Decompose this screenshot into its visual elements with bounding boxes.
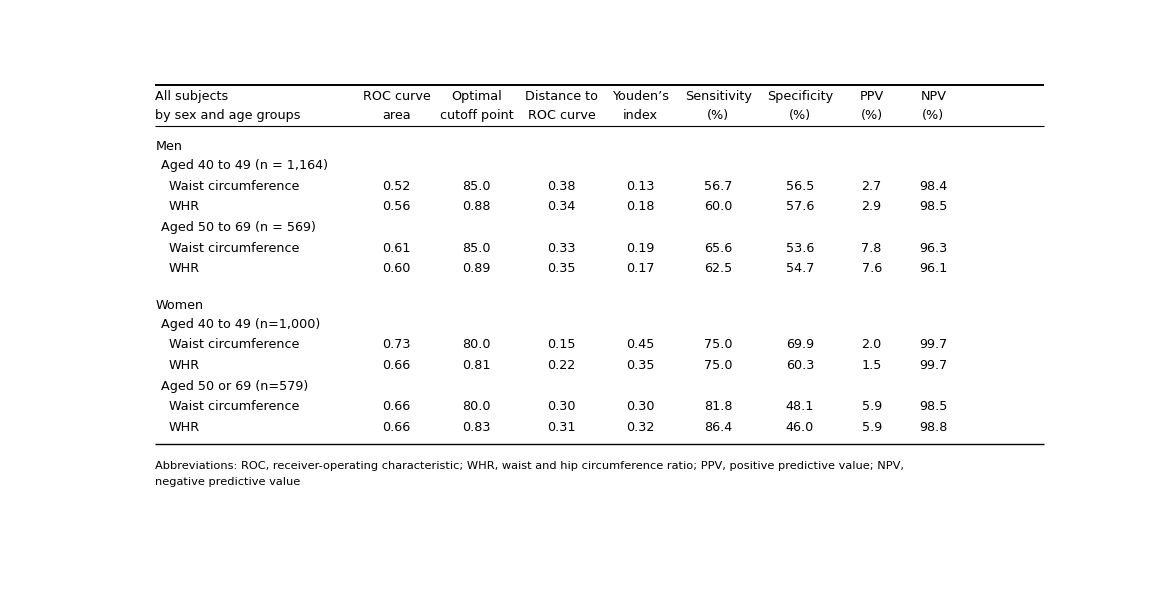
Text: 98.4: 98.4: [920, 180, 948, 193]
Text: 46.0: 46.0: [786, 421, 814, 434]
Text: NPV: NPV: [921, 90, 947, 103]
Text: 96.3: 96.3: [920, 242, 948, 255]
Text: 0.30: 0.30: [626, 400, 655, 413]
Text: 0.31: 0.31: [548, 421, 576, 434]
Text: 85.0: 85.0: [462, 180, 491, 193]
Text: WHR: WHR: [168, 201, 200, 214]
Text: 69.9: 69.9: [786, 339, 814, 352]
Text: Men: Men: [156, 140, 183, 153]
Text: 60.0: 60.0: [704, 201, 732, 214]
Text: 0.17: 0.17: [626, 262, 655, 275]
Text: WHR: WHR: [168, 421, 200, 434]
Text: 0.81: 0.81: [462, 359, 491, 372]
Text: (%): (%): [789, 109, 811, 122]
Text: 75.0: 75.0: [704, 359, 732, 372]
Text: 0.13: 0.13: [626, 180, 655, 193]
Text: 0.35: 0.35: [548, 262, 576, 275]
Text: 0.30: 0.30: [548, 400, 576, 413]
Text: 48.1: 48.1: [786, 400, 814, 413]
Text: 0.60: 0.60: [383, 262, 411, 275]
Text: 75.0: 75.0: [704, 339, 732, 352]
Text: cutoff point: cutoff point: [440, 109, 514, 122]
Text: Waist circumference: Waist circumference: [168, 242, 300, 255]
Text: (%): (%): [861, 109, 882, 122]
Text: 0.56: 0.56: [383, 201, 411, 214]
Text: Waist circumference: Waist circumference: [168, 339, 300, 352]
Text: 62.5: 62.5: [704, 262, 732, 275]
Text: 60.3: 60.3: [786, 359, 814, 372]
Text: 56.5: 56.5: [786, 180, 814, 193]
Text: 0.38: 0.38: [548, 180, 576, 193]
Text: 0.83: 0.83: [462, 421, 491, 434]
Text: PPV: PPV: [860, 90, 883, 103]
Text: 57.6: 57.6: [786, 201, 814, 214]
Text: Optimal: Optimal: [452, 90, 502, 103]
Text: 99.7: 99.7: [920, 359, 948, 372]
Text: Aged 50 to 69 (n = 569): Aged 50 to 69 (n = 569): [160, 221, 316, 234]
Text: 0.52: 0.52: [383, 180, 411, 193]
Text: 2.9: 2.9: [861, 201, 882, 214]
Text: Waist circumference: Waist circumference: [168, 180, 300, 193]
Text: Specificity: Specificity: [768, 90, 833, 103]
Text: 0.66: 0.66: [383, 421, 411, 434]
Text: 99.7: 99.7: [920, 339, 948, 352]
Text: Aged 40 to 49 (n=1,000): Aged 40 to 49 (n=1,000): [160, 318, 321, 331]
Text: Waist circumference: Waist circumference: [168, 400, 300, 413]
Text: 65.6: 65.6: [704, 242, 732, 255]
Text: 0.32: 0.32: [626, 421, 655, 434]
Text: 98.8: 98.8: [920, 421, 948, 434]
Text: 54.7: 54.7: [786, 262, 814, 275]
Text: 98.5: 98.5: [920, 400, 948, 413]
Text: WHR: WHR: [168, 262, 200, 275]
Text: 0.66: 0.66: [383, 359, 411, 372]
Text: 96.1: 96.1: [920, 262, 948, 275]
Text: 2.0: 2.0: [861, 339, 882, 352]
Text: 0.15: 0.15: [548, 339, 576, 352]
Text: Women: Women: [156, 299, 204, 312]
Text: (%): (%): [708, 109, 729, 122]
Text: ROC curve: ROC curve: [363, 90, 431, 103]
Text: 0.89: 0.89: [462, 262, 491, 275]
Text: 5.9: 5.9: [861, 421, 882, 434]
Text: negative predictive value: negative predictive value: [156, 477, 301, 487]
Text: 2.7: 2.7: [861, 180, 882, 193]
Text: 80.0: 80.0: [462, 400, 491, 413]
Text: 86.4: 86.4: [704, 421, 732, 434]
Text: Youden’s: Youden’s: [612, 90, 669, 103]
Text: index: index: [622, 109, 658, 122]
Text: 0.73: 0.73: [383, 339, 411, 352]
Text: 0.61: 0.61: [383, 242, 411, 255]
Text: ROC curve: ROC curve: [528, 109, 596, 122]
Text: 5.9: 5.9: [861, 400, 882, 413]
Text: 0.33: 0.33: [548, 242, 576, 255]
Text: All subjects: All subjects: [156, 90, 228, 103]
Text: WHR: WHR: [168, 359, 200, 372]
Text: Aged 50 or 69 (n=579): Aged 50 or 69 (n=579): [160, 379, 308, 392]
Text: 98.5: 98.5: [920, 201, 948, 214]
Text: 0.22: 0.22: [548, 359, 576, 372]
Text: (%): (%): [922, 109, 944, 122]
Text: Aged 40 to 49 (n = 1,164): Aged 40 to 49 (n = 1,164): [160, 159, 328, 172]
Text: 85.0: 85.0: [462, 242, 491, 255]
Text: 1.5: 1.5: [861, 359, 882, 372]
Text: 0.34: 0.34: [548, 201, 576, 214]
Text: area: area: [383, 109, 411, 122]
Text: 0.19: 0.19: [626, 242, 655, 255]
Text: 0.35: 0.35: [626, 359, 655, 372]
Text: 7.8: 7.8: [861, 242, 882, 255]
Text: 53.6: 53.6: [786, 242, 814, 255]
Text: Abbreviations: ROC, receiver-operating characteristic; WHR, waist and hip circum: Abbreviations: ROC, receiver-operating c…: [156, 461, 904, 471]
Text: 81.8: 81.8: [704, 400, 732, 413]
Text: by sex and age groups: by sex and age groups: [156, 109, 301, 122]
Text: 0.18: 0.18: [626, 201, 655, 214]
Text: 0.66: 0.66: [383, 400, 411, 413]
Text: 0.45: 0.45: [626, 339, 655, 352]
Text: Distance to: Distance to: [525, 90, 598, 103]
Text: Sensitivity: Sensitivity: [684, 90, 752, 103]
Text: 80.0: 80.0: [462, 339, 491, 352]
Text: 7.6: 7.6: [861, 262, 882, 275]
Text: 0.88: 0.88: [462, 201, 491, 214]
Text: 56.7: 56.7: [704, 180, 732, 193]
